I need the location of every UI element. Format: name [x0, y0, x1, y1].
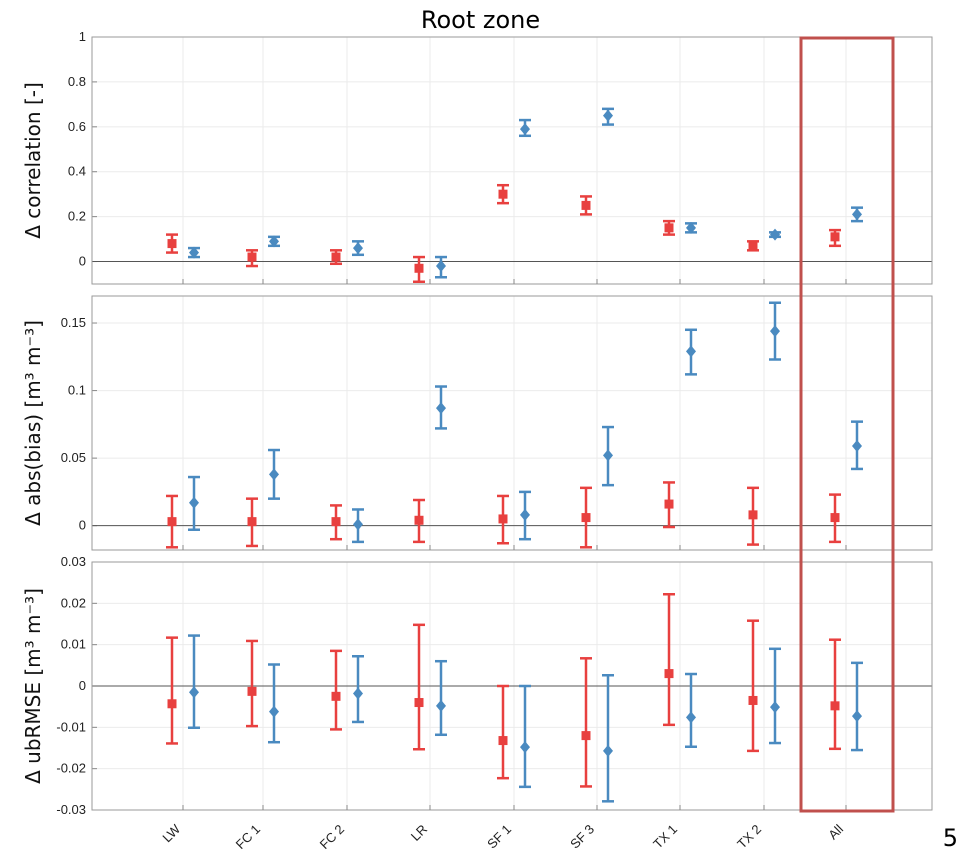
- data-point-square: [167, 517, 177, 527]
- data-point-square: [167, 699, 177, 709]
- data-point-square: [331, 691, 341, 701]
- data-point-diamond: [770, 325, 780, 338]
- data-point-square: [498, 736, 508, 746]
- data-point-diamond: [686, 345, 696, 358]
- data-point-square: [247, 686, 257, 696]
- plot-area: [92, 37, 932, 284]
- data-point-diamond: [353, 242, 363, 255]
- data-point-square: [414, 698, 424, 708]
- y-axis-label: Δ correlation [-]: [21, 82, 45, 239]
- data-point-diamond: [436, 699, 446, 712]
- data-point-diamond: [269, 705, 279, 718]
- data-point-diamond: [436, 260, 446, 273]
- data-point-square: [498, 189, 508, 199]
- y-tick-label: 0.15: [61, 315, 86, 330]
- panel-2: 0.15 0.1 0.05 0 Δ abs(bias) [m³ m⁻³]: [21, 295, 933, 551]
- y-tick-label: -0.01: [56, 719, 86, 734]
- data-point-diamond: [269, 235, 279, 248]
- data-point-diamond: [189, 246, 199, 259]
- data-point-square: [748, 510, 758, 520]
- data-point-diamond: [770, 228, 780, 241]
- panel-frame: [91, 295, 933, 551]
- data-point-square: [748, 241, 758, 251]
- data-point-square: [664, 669, 674, 679]
- panel-frame: [91, 561, 933, 811]
- y-tick-label: 0: [79, 254, 86, 269]
- y-tick-label: 0.6: [68, 119, 86, 134]
- x-tick-label: FC 1: [233, 822, 264, 853]
- data-point-diamond: [520, 123, 530, 136]
- y-tick-label: 0.4: [68, 164, 86, 179]
- x-tick-label: FC 2: [317, 822, 348, 853]
- y-tick-label: 1: [79, 29, 86, 44]
- data-point-diamond: [189, 686, 199, 699]
- data-point-square: [331, 517, 341, 527]
- x-tick-label: SF 1: [484, 822, 514, 852]
- slide-number: 5: [942, 824, 958, 852]
- data-point-diamond: [269, 468, 279, 481]
- data-point-square: [830, 513, 840, 523]
- y-tick-label: 0: [79, 678, 86, 693]
- x-tick-label: LR: [408, 822, 430, 844]
- data-point-square: [664, 223, 674, 233]
- x-tick-label: All: [825, 821, 846, 842]
- y-tick-label: 0.8: [68, 74, 86, 89]
- x-tick-label: LW: [159, 821, 183, 845]
- data-point-square: [331, 252, 341, 262]
- data-point-square: [247, 252, 257, 262]
- panel-1: 1 0.8 0.6 0.4 0.2 0 Δ correlation [-]: [21, 29, 933, 285]
- y-axis-label: Δ abs(bias) [m³ m⁻³]: [21, 320, 45, 526]
- data-point-diamond: [520, 741, 530, 754]
- y-tick-label: -0.03: [56, 802, 86, 817]
- y-tick-label: 0.02: [61, 595, 86, 610]
- x-tick-label: TX 1: [650, 822, 680, 852]
- data-point-diamond: [852, 439, 862, 452]
- data-point-square: [581, 200, 591, 210]
- y-tick-label: 0.1: [68, 383, 86, 398]
- y-tick-label: 0.01: [61, 637, 86, 652]
- panel-frame: [91, 36, 933, 285]
- x-tick-label: SF 3: [567, 822, 597, 852]
- data-point-diamond: [603, 449, 613, 462]
- data-point-diamond: [603, 744, 613, 757]
- data-point-square: [748, 695, 758, 705]
- data-point-diamond: [189, 496, 199, 509]
- data-point-diamond: [603, 109, 613, 122]
- plot-area: [92, 296, 932, 550]
- data-point-diamond: [686, 711, 696, 724]
- y-tick-label: 0: [79, 518, 86, 533]
- y-tick-label: 0.03: [61, 554, 86, 569]
- y-axis-label: Δ ubRMSE [m³ m⁻³]: [21, 588, 45, 784]
- data-point-square: [581, 731, 591, 741]
- chart-title: Root zone: [420, 6, 541, 34]
- highlight-box-all: [799, 36, 895, 813]
- y-tick-label: 0.2: [68, 209, 86, 224]
- data-point-diamond: [436, 402, 446, 415]
- data-point-square: [664, 499, 674, 509]
- panel-3: 0.03 0.02 0.01 0 -0.01 -0.02 -0.03 Δ ubRMSE [m³…: [21, 554, 933, 817]
- data-point-diamond: [852, 208, 862, 221]
- data-point-diamond: [353, 687, 363, 700]
- data-point-square: [414, 515, 424, 525]
- data-point-square: [167, 239, 177, 249]
- data-point-diamond: [686, 221, 696, 234]
- data-point-square: [830, 232, 840, 242]
- data-point-square: [414, 263, 424, 273]
- data-point-square: [247, 517, 257, 527]
- data-point-diamond: [852, 710, 862, 723]
- y-tick-label: 0.05: [61, 450, 86, 465]
- data-point-diamond: [353, 518, 363, 531]
- x-tick-label: TX 2: [734, 822, 764, 852]
- data-point-diamond: [520, 508, 530, 521]
- y-tick-label: -0.02: [56, 761, 86, 776]
- data-point-square: [830, 701, 840, 711]
- data-point-square: [581, 513, 591, 523]
- data-point-square: [498, 514, 508, 524]
- data-point-diamond: [770, 701, 780, 714]
